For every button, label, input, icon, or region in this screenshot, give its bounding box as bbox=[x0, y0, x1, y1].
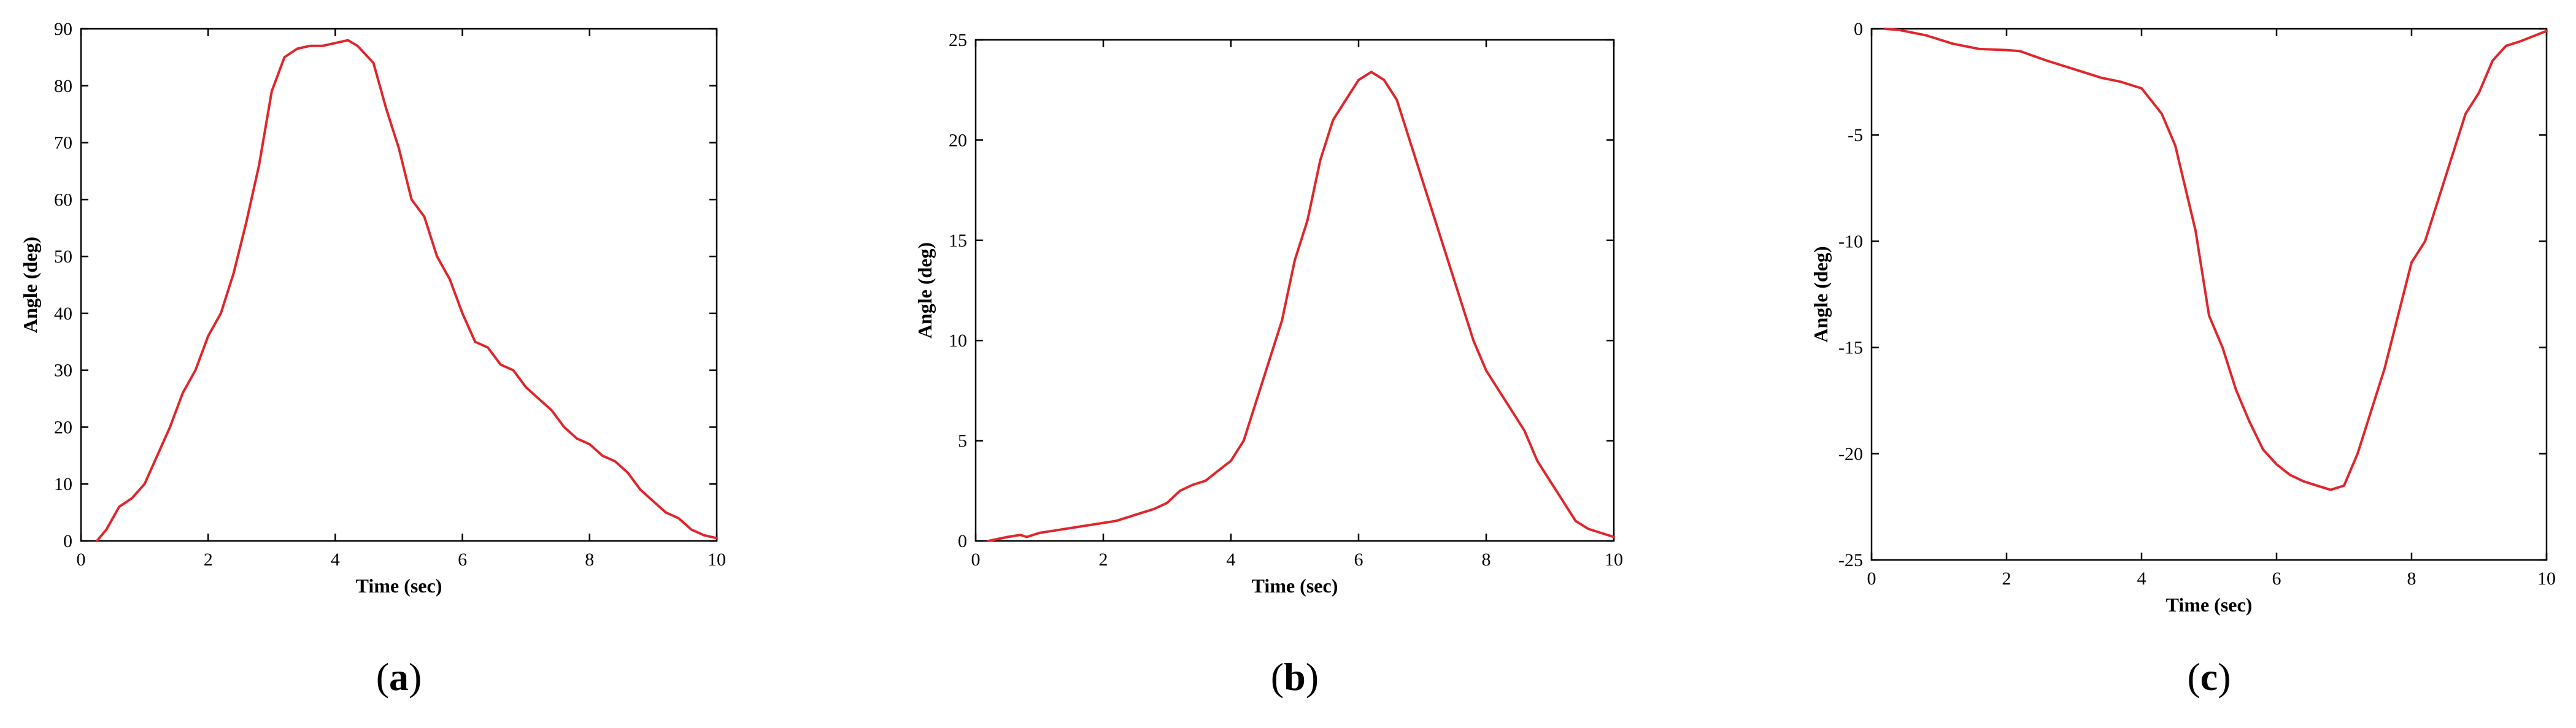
x-axis-label-b: Time (sec) bbox=[1252, 575, 1338, 597]
panel-label-open-a: ( bbox=[376, 655, 389, 699]
y-tick-label-a-7: 70 bbox=[54, 133, 72, 153]
panel-label-b: (b) bbox=[1271, 655, 1319, 699]
y-tick-label-b-1: 5 bbox=[958, 431, 967, 451]
y-tick-label-b-0: 0 bbox=[958, 531, 967, 551]
y-tick-label-a-2: 20 bbox=[54, 417, 72, 437]
chart-panel-b: 0 2 4 6 8 10 0 5 10 15 20 25 Time (sec) Angle (deg) (b… bbox=[914, 30, 1623, 699]
x-tick-label-a-1: 2 bbox=[204, 550, 213, 570]
y-tick-label-a-6: 60 bbox=[54, 190, 72, 210]
y-tick-label-c-0: -25 bbox=[1838, 550, 1863, 570]
x-tick-label-c-0: 0 bbox=[1867, 569, 1876, 589]
x-tick-label-c-5: 10 bbox=[2537, 569, 2556, 589]
y-axis-label-b: Angle (deg) bbox=[914, 242, 936, 339]
panel-label-letter-b: b bbox=[1284, 655, 1306, 699]
y-tick-label-b-3: 15 bbox=[949, 231, 967, 251]
panel-label-close-a: ) bbox=[409, 655, 422, 699]
y-axis-label-c: Angle (deg) bbox=[1810, 246, 1832, 342]
panel-label-c: (c) bbox=[2187, 655, 2231, 699]
y-axis-label-a: Angle (deg) bbox=[19, 237, 41, 333]
x-tick-label-b-5: 10 bbox=[1605, 550, 1623, 570]
y-tick-label-c-1: -20 bbox=[1838, 444, 1863, 464]
y-tick-label-a-3: 30 bbox=[54, 361, 72, 381]
y-tick-label-a-4: 40 bbox=[54, 304, 72, 324]
y-tick-label-b-2: 10 bbox=[949, 331, 967, 351]
x-tick-label-c-4: 8 bbox=[2407, 569, 2416, 589]
x-tick-label-a-5: 10 bbox=[708, 550, 726, 570]
x-tick-label-a-2: 4 bbox=[331, 550, 340, 570]
chart-panel-c: 0 2 4 6 8 10 -25 -20 -15 -10 -5 0 Time (sec) Angle (d… bbox=[1810, 19, 2556, 699]
plot-frame-c bbox=[1870, 28, 2548, 561]
series-line-c-0 bbox=[1884, 28, 2548, 491]
plot-frame-a bbox=[80, 28, 718, 542]
panel-label-a: (a) bbox=[376, 655, 422, 699]
y-tick-label-a-5: 50 bbox=[54, 247, 72, 267]
panel-label-open-b: ( bbox=[1271, 655, 1284, 699]
x-tick-label-a-0: 0 bbox=[77, 550, 86, 570]
panel-label-open-c: ( bbox=[2187, 655, 2200, 699]
x-tick-label-b-2: 4 bbox=[1227, 550, 1236, 570]
x-axis-label-c: Time (sec) bbox=[2166, 594, 2253, 616]
y-tick-label-a-0: 0 bbox=[63, 531, 72, 551]
panel-label-close-c: ) bbox=[2218, 655, 2231, 699]
panel-label-letter-a: a bbox=[389, 655, 409, 699]
x-tick-label-c-2: 4 bbox=[2137, 569, 2146, 589]
y-tick-label-a-9: 90 bbox=[54, 19, 72, 39]
x-tick-label-b-0: 0 bbox=[971, 550, 981, 570]
y-tick-label-c-5: 0 bbox=[1854, 19, 1863, 39]
panel-label-close-b: ) bbox=[1306, 655, 1319, 699]
series-line-b-0 bbox=[987, 71, 1615, 542]
x-tick-label-a-4: 8 bbox=[585, 550, 594, 570]
plot-frame-b bbox=[974, 39, 1615, 542]
x-tick-label-b-4: 8 bbox=[1482, 550, 1491, 570]
y-tick-label-a-8: 80 bbox=[54, 76, 72, 96]
x-tick-label-b-1: 2 bbox=[1099, 550, 1108, 570]
y-tick-label-b-4: 20 bbox=[949, 130, 967, 150]
x-tick-label-a-3: 6 bbox=[458, 550, 467, 570]
x-axis-label-a: Time (sec) bbox=[356, 575, 442, 597]
panel-label-letter-c: c bbox=[2200, 655, 2218, 699]
x-tick-label-c-3: 6 bbox=[2272, 569, 2281, 589]
y-tick-label-c-2: -15 bbox=[1838, 338, 1863, 358]
series-line-a-0 bbox=[95, 39, 718, 542]
x-tick-label-c-1: 2 bbox=[2002, 569, 2011, 589]
y-tick-label-a-1: 10 bbox=[54, 474, 72, 494]
y-tick-label-c-3: -10 bbox=[1838, 231, 1863, 251]
chart-panel-a: 0 2 4 6 8 10 0 10 20 30 40 50 60 70 80 90 Time (sec) Angl… bbox=[19, 19, 726, 699]
x-tick-label-b-3: 6 bbox=[1354, 550, 1363, 570]
y-tick-label-c-4: -5 bbox=[1848, 125, 1863, 145]
y-tick-label-b-5: 25 bbox=[949, 30, 967, 50]
